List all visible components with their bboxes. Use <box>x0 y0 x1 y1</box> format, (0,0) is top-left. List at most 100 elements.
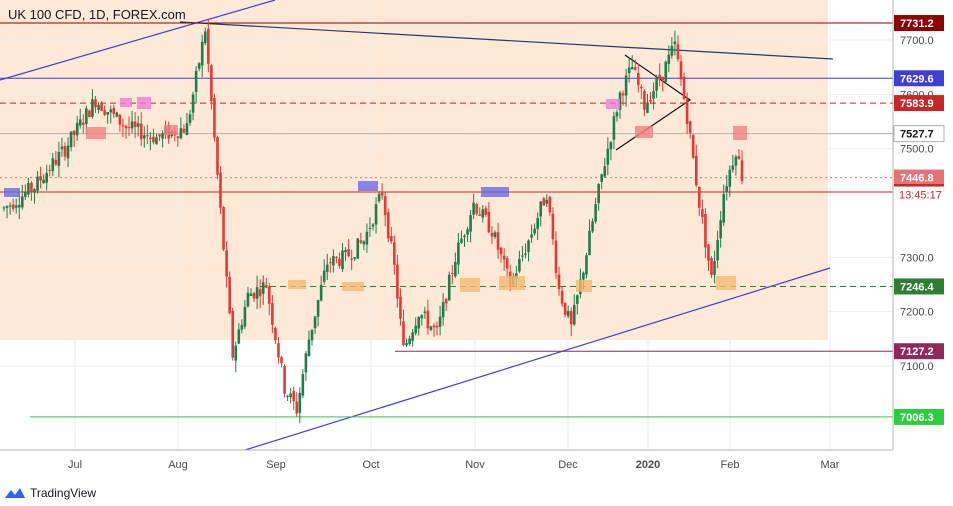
candle-body <box>353 257 357 259</box>
highlight-box <box>342 282 364 291</box>
candle-body <box>234 345 238 361</box>
candle-body <box>301 374 305 396</box>
candle-body <box>200 41 204 66</box>
candle-body <box>624 75 628 96</box>
candle-body <box>701 209 704 218</box>
candle-body <box>472 202 475 215</box>
candle-body <box>618 92 622 110</box>
candle-body <box>600 174 604 182</box>
candle-body <box>249 293 253 297</box>
candle-body <box>115 112 119 117</box>
candle-body <box>121 125 125 127</box>
candle-body <box>533 228 536 234</box>
candle-body <box>100 102 103 112</box>
candle-body <box>158 134 161 137</box>
candle-body <box>698 186 701 208</box>
candle-body <box>136 123 140 127</box>
candle-body <box>673 41 677 45</box>
candle-body <box>118 114 122 125</box>
candle-body <box>33 189 36 193</box>
price-level-label: 7006.3 <box>900 412 934 424</box>
candle-body <box>322 270 326 282</box>
highlight-box <box>86 127 106 139</box>
candle-body <box>627 67 631 74</box>
candle-body <box>359 240 363 243</box>
candle-body <box>588 230 591 256</box>
tradingview-footer: TradingView <box>4 486 96 500</box>
candle-body <box>152 136 155 143</box>
candle-body <box>710 258 713 275</box>
candle-body <box>225 250 228 277</box>
candle-body <box>155 137 158 145</box>
candle-body <box>261 282 265 294</box>
candle-body <box>274 327 277 341</box>
candle-body <box>417 317 421 329</box>
candle-body <box>57 151 61 166</box>
candle-body <box>606 148 610 165</box>
candle-body <box>399 296 402 319</box>
candle-body <box>557 274 561 290</box>
time-axis <box>0 450 953 480</box>
candle-body <box>94 99 97 108</box>
candle-body <box>325 264 329 272</box>
candle-body <box>365 231 369 245</box>
footer-brand: TradingView <box>30 486 97 500</box>
candle-body <box>66 145 70 159</box>
price-level-tag <box>894 343 944 360</box>
candle-body <box>127 127 131 129</box>
candle-body <box>566 310 570 317</box>
candle-body <box>722 194 726 223</box>
candle-body <box>295 401 299 414</box>
candle-body <box>243 306 247 327</box>
upper-channel-line <box>0 0 276 81</box>
candle-body <box>75 123 79 136</box>
candle-body <box>48 169 52 171</box>
candle-body <box>637 72 640 85</box>
candle-body <box>176 136 180 138</box>
highlight-box <box>733 126 747 140</box>
candle-body <box>228 276 231 314</box>
candle-body <box>356 238 360 259</box>
x-tick-label: Aug <box>168 459 188 471</box>
candle-body <box>222 207 225 250</box>
candle-body <box>713 261 716 275</box>
candle-body <box>310 329 314 341</box>
candle-body <box>466 229 469 235</box>
candle-body <box>691 135 695 158</box>
candle-body <box>207 28 210 64</box>
candle-body <box>304 353 308 373</box>
candle-body <box>88 110 91 118</box>
candle-body <box>112 108 116 114</box>
candle-body <box>664 61 668 82</box>
candle-body <box>219 172 222 208</box>
candle-body <box>487 211 491 233</box>
candle-body <box>60 146 64 150</box>
candle-body <box>545 199 549 204</box>
candle-body <box>518 258 521 272</box>
candle-body <box>676 44 680 60</box>
y-tick-label: 7300.0 <box>900 252 934 264</box>
candle-body <box>316 299 320 317</box>
candle-body <box>17 204 21 208</box>
candle-body <box>447 274 451 301</box>
highlight-box <box>137 97 151 109</box>
candle-body <box>42 179 45 184</box>
candle-body <box>213 98 216 138</box>
candle-body <box>341 250 344 270</box>
price-level-label: 7446.8 <box>900 173 934 185</box>
candle-body <box>51 158 55 171</box>
candle-body <box>307 339 311 356</box>
candle-body <box>203 31 207 44</box>
candle-body <box>649 99 652 102</box>
candle-body <box>85 108 88 124</box>
candle-body <box>655 77 658 91</box>
candle-body <box>408 338 411 344</box>
candle-body <box>63 146 67 157</box>
candle-body <box>54 159 58 165</box>
price-level-tag <box>894 169 944 186</box>
price-level-tag <box>894 15 944 32</box>
price-level-tag <box>894 278 944 295</box>
candle-body <box>612 116 616 140</box>
candle-body <box>603 166 607 177</box>
